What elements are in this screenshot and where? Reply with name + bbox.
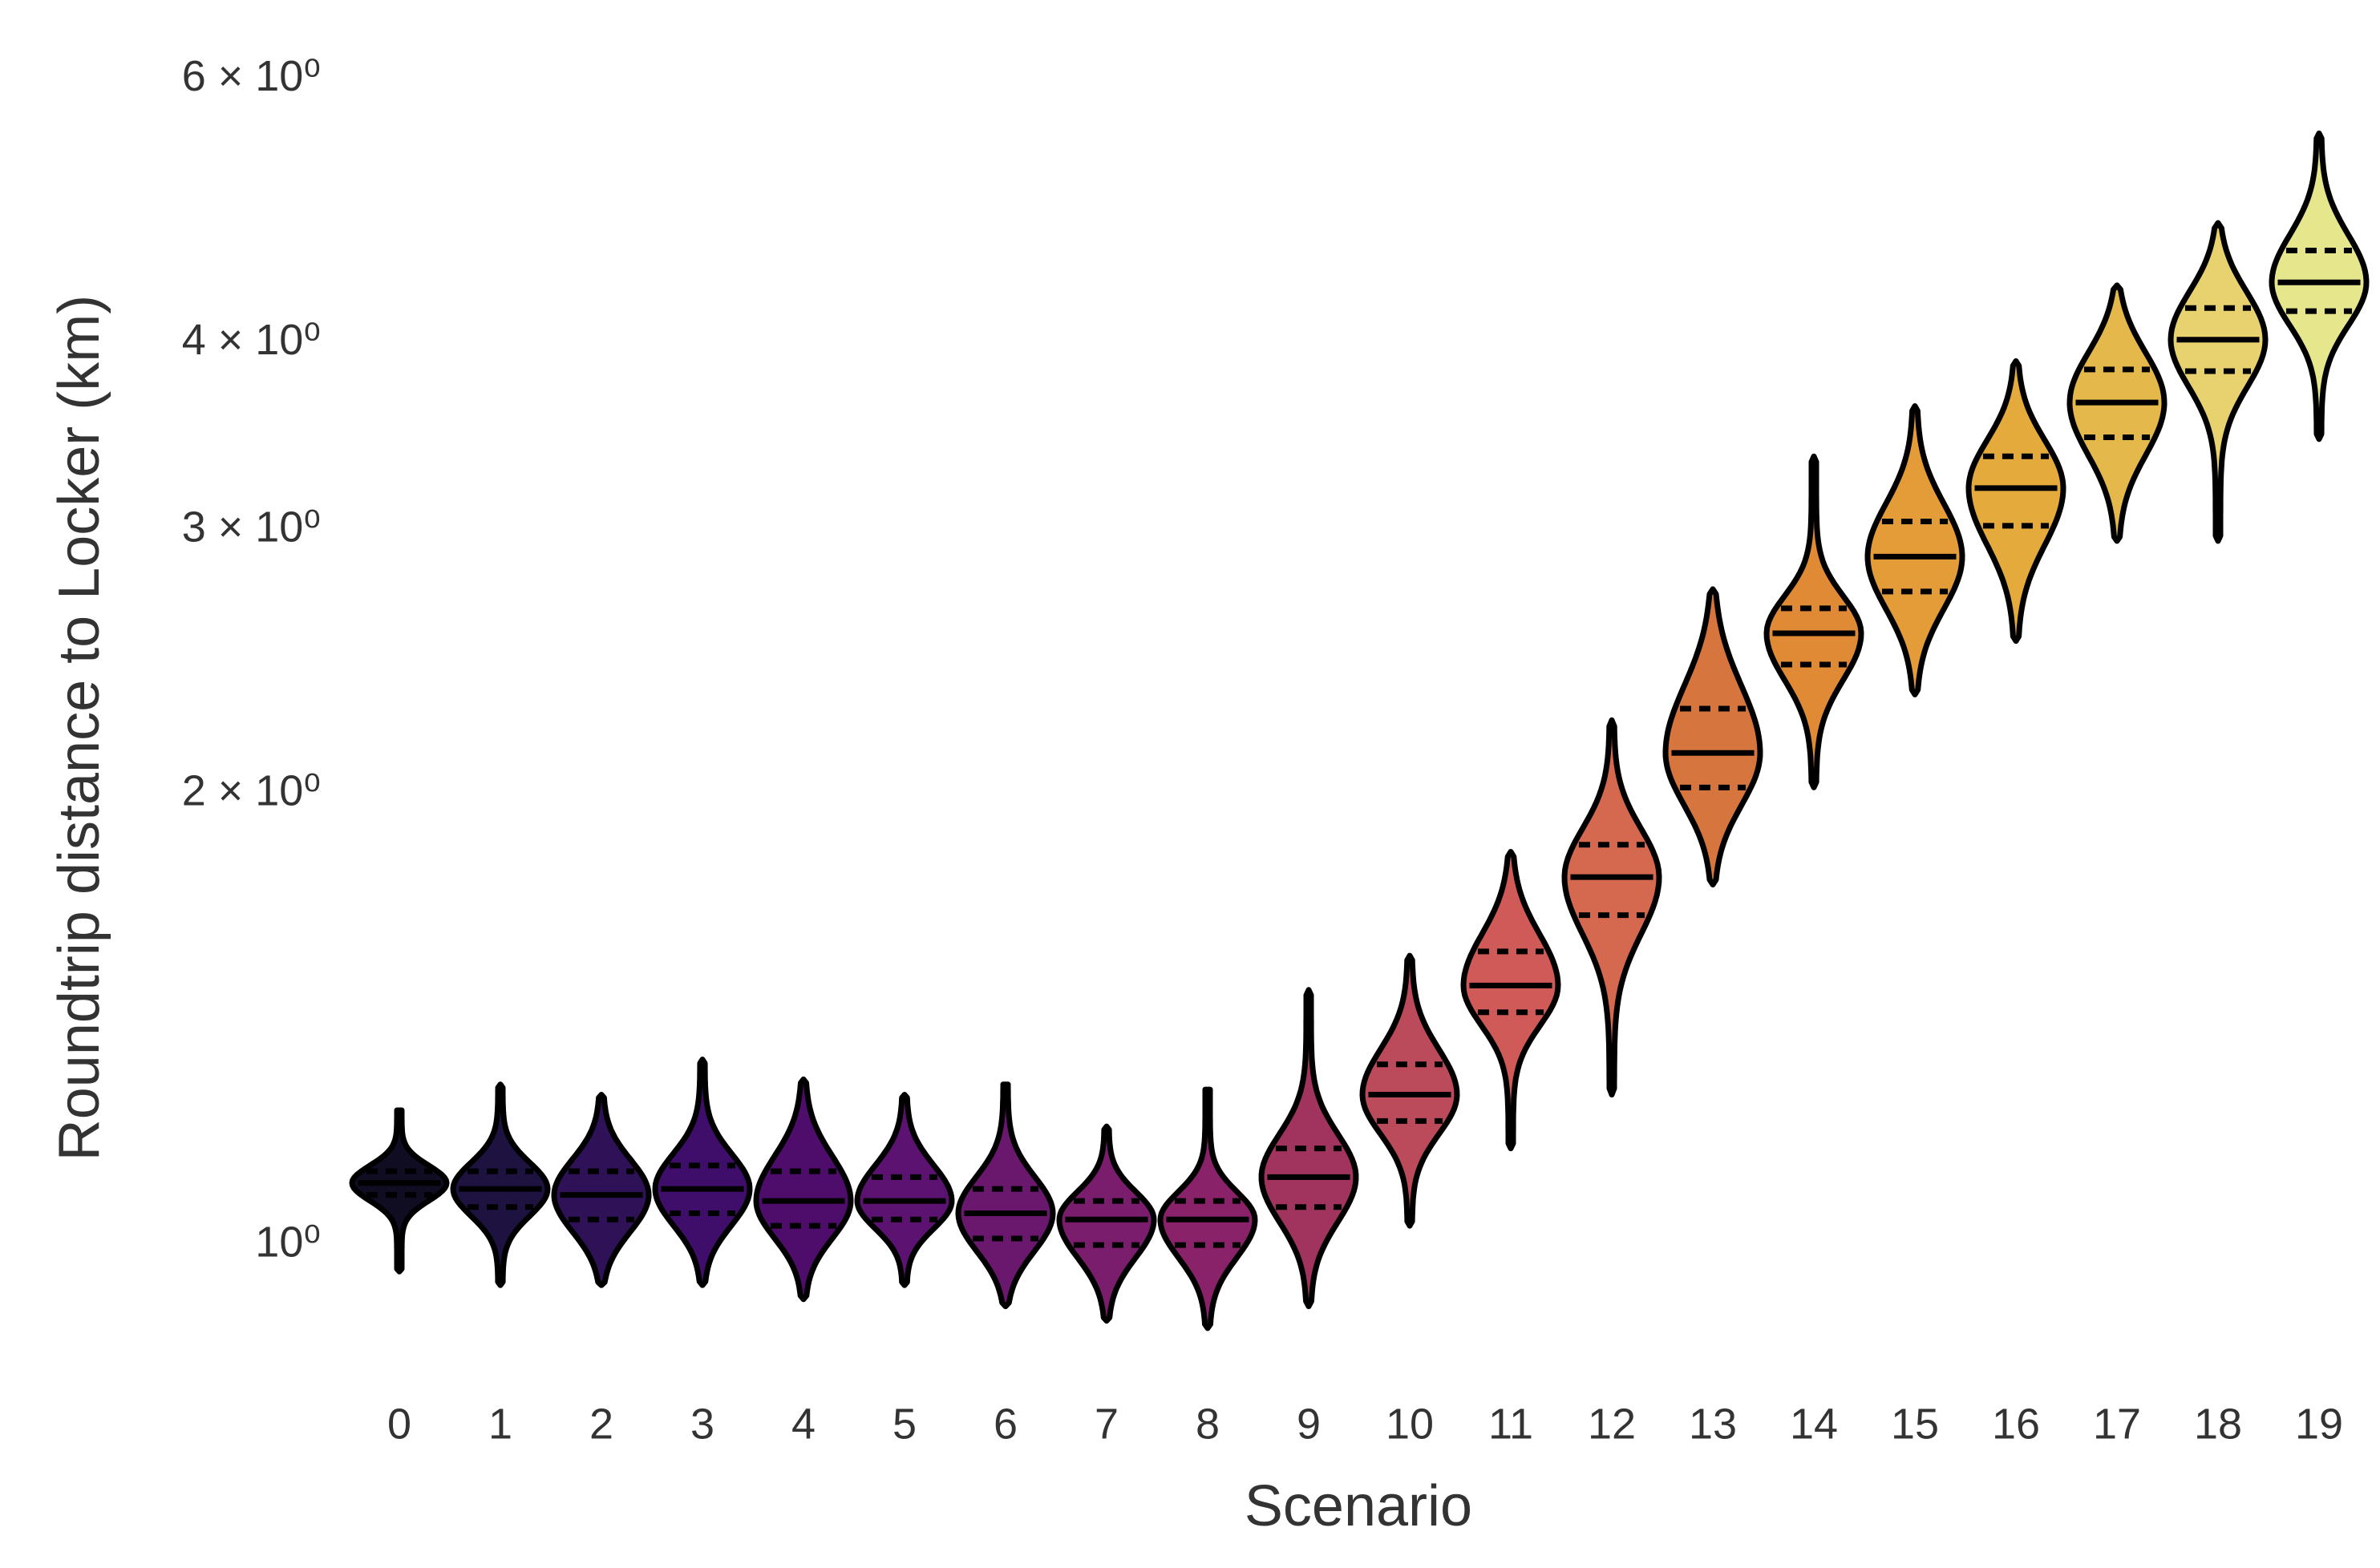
violin-body [2269, 130, 2370, 443]
violin-body [2168, 220, 2269, 544]
violin-body [753, 1076, 854, 1303]
x-tick-label: 16 [1992, 1400, 2040, 1448]
y-tick-label: 10⁰ [255, 1218, 321, 1266]
violin-body [1460, 849, 1561, 1152]
violin-body [450, 1081, 551, 1288]
x-tick-label: 13 [1689, 1400, 1737, 1448]
x-axis-title: Scenario [1245, 1474, 1472, 1538]
violin-body [854, 1092, 955, 1288]
violin-body [1258, 987, 1359, 1310]
violin-body [1561, 717, 1662, 1097]
x-tick-label: 10 [1386, 1400, 1434, 1448]
x-tick-label: 17 [2093, 1400, 2141, 1448]
x-tick-label: 14 [1790, 1400, 1838, 1448]
x-tick-label: 1 [488, 1400, 512, 1448]
violin-body [1359, 952, 1460, 1229]
x-tick-label: 0 [387, 1400, 411, 1448]
y-tick-label: 6 × 10⁰ [182, 52, 321, 100]
x-tick-label: 18 [2194, 1400, 2242, 1448]
violin-body [1157, 1086, 1258, 1332]
violin-body [652, 1057, 753, 1288]
x-tick-label: 3 [690, 1400, 714, 1448]
x-tick-label: 4 [791, 1400, 816, 1448]
x-tick-label: 11 [1488, 1400, 1533, 1448]
x-tick-label: 9 [1297, 1400, 1321, 1448]
x-tick-label: 8 [1196, 1400, 1220, 1448]
violin-body [349, 1107, 450, 1275]
violin-body [551, 1092, 652, 1288]
y-tick-label: 2 × 10⁰ [182, 767, 321, 815]
violin-body [1763, 453, 1864, 790]
violin-body [2066, 282, 2168, 544]
violin-body [1864, 403, 1965, 697]
x-tick-label: 19 [2295, 1400, 2343, 1448]
violin-body [1662, 586, 1763, 887]
violin-body [1056, 1123, 1157, 1324]
violin-body [955, 1081, 1056, 1310]
x-tick-label: 6 [994, 1400, 1018, 1448]
y-tick-label: 4 × 10⁰ [182, 316, 321, 364]
x-tick-label: 5 [892, 1400, 917, 1448]
x-tick-label: 7 [1095, 1400, 1119, 1448]
x-tick-label: 12 [1588, 1400, 1636, 1448]
y-axis-title: Roundtrip distance to Locker (km) [47, 295, 111, 1161]
x-tick-label: 15 [1891, 1400, 1939, 1448]
y-tick-label: 3 × 10⁰ [182, 503, 321, 552]
violin-body [1965, 358, 2066, 645]
x-tick-label: 2 [589, 1400, 613, 1448]
